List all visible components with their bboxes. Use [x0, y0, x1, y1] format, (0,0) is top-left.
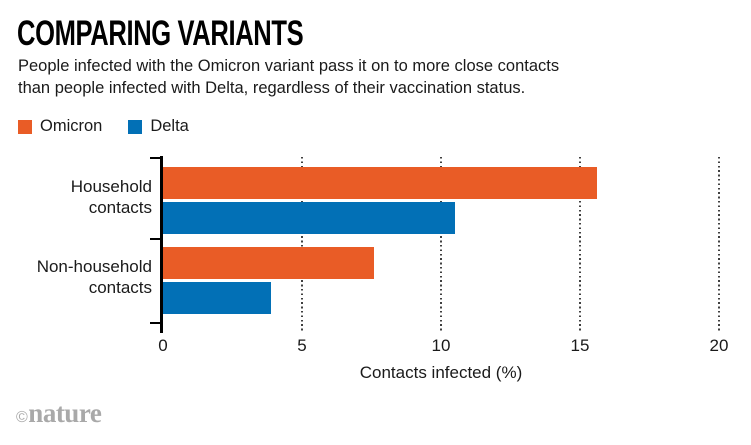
gridline-5 — [301, 157, 303, 333]
y-axis-tick-top — [150, 157, 160, 159]
legend-item-delta: Delta — [128, 117, 189, 136]
y-axis-tick-middle — [150, 238, 160, 240]
bar-delta-non-household — [163, 282, 272, 314]
bar-omicron-non-household — [163, 247, 375, 279]
subtitle-line-2: than people infected with Delta, regardl… — [18, 78, 526, 97]
legend-label-omicron: Omicron — [40, 117, 103, 135]
x-tick-label-0: 0 — [158, 336, 168, 355]
legend: Omicron Delta — [18, 117, 189, 136]
omicron-swatch-icon — [18, 119, 32, 134]
gridline-15 — [579, 157, 581, 333]
x-tick-label-5: 5 — [297, 336, 307, 355]
delta-swatch-icon — [128, 119, 143, 134]
subtitle-line-1: People infected with the Omicron variant… — [18, 57, 560, 75]
legend-label-delta: Delta — [150, 117, 189, 135]
x-tick-label-10: 10 — [431, 336, 451, 355]
nature-logo-text: nature — [28, 398, 102, 428]
plot-area — [163, 157, 720, 333]
bar-omicron-household — [163, 167, 597, 199]
legend-item-omicron: Omicron — [18, 117, 102, 136]
x-tick-label-20: 20 — [709, 336, 729, 355]
nature-logo: © nature — [16, 398, 102, 429]
bar-delta-household — [163, 202, 455, 234]
category-label-household: Household contacts — [70, 177, 152, 217]
chart-subtitle: People infected with the Omicron variant… — [18, 56, 559, 99]
y-axis-line — [160, 156, 163, 333]
copyright-icon: © — [16, 409, 28, 426]
y-axis-tick-bottom — [150, 322, 160, 324]
chart-title: COMPARING VARIANTS — [17, 14, 304, 53]
gridline-20 — [718, 157, 720, 333]
x-tick-label-15: 15 — [570, 336, 590, 355]
gridline-10 — [440, 157, 442, 333]
x-axis-label: Contacts infected (%) — [359, 363, 523, 382]
category-label-non-household: Non-household contacts — [36, 257, 152, 297]
